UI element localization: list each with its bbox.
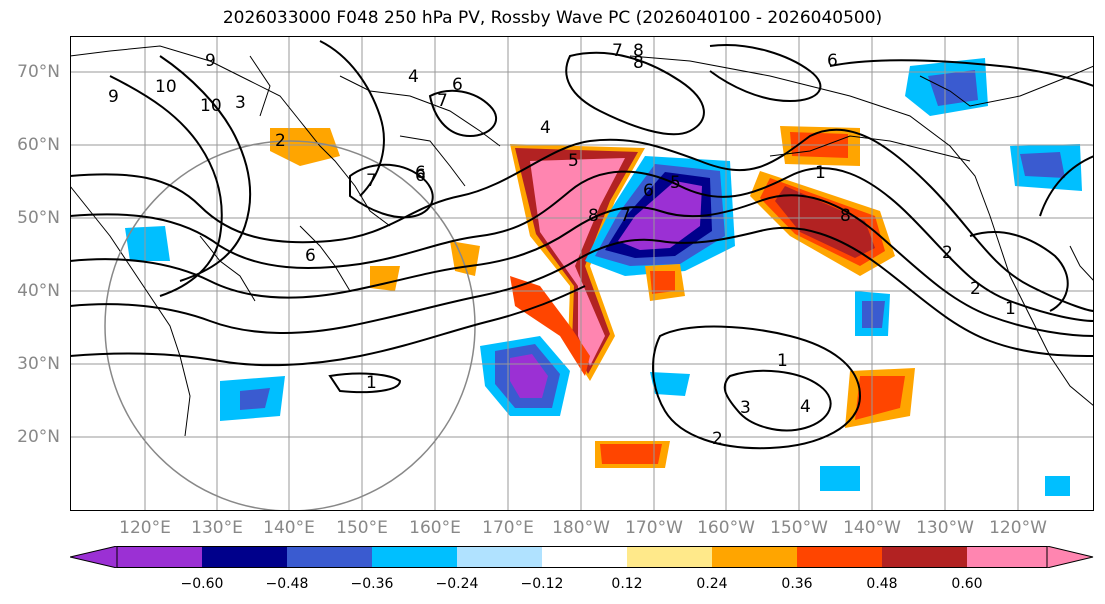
colorbar [70,546,1094,568]
contour-label: 1 [815,163,826,183]
lat-label-40n: 40°N [17,281,60,301]
lat-label-50n: 50°N [17,208,60,228]
contour-label: 2 [712,429,723,449]
colorbar-tick: 0.24 [696,576,728,592]
contour-label: 2 [942,243,953,263]
colorbar-segment [372,546,457,568]
contour-label: 1 [1005,299,1016,319]
graticule [70,36,1094,511]
colorbar-tick: −0.60 [180,576,224,592]
lon-label: 180°W [552,518,610,538]
colorbar-segment [627,546,712,568]
contour-label: 8 [633,41,644,61]
colorbar-segment [797,546,882,568]
colorbar-segment [542,546,627,568]
colorbar-tick: −0.48 [265,576,309,592]
contour-label: 2 [275,131,286,151]
contour-label: 6 [415,166,426,186]
lon-label: 140°E [263,518,315,538]
contour-label: 10 [155,77,177,97]
lon-label: 160°E [409,518,461,538]
contour-label: 7 [620,206,631,226]
colorbar-segment [967,546,1047,568]
contour-label: 9 [205,51,216,71]
contour-label: 2 [970,279,981,299]
colorbar-tick: 0.48 [866,576,898,592]
colorbar-segment [457,546,542,568]
contour-label: 6 [452,75,463,95]
contour-label: 10 [200,96,222,116]
contour-labels: 9 10 10 9 3 2 4 6 7 7 6 4 5 8 7 6 5 8 1 … [108,41,1016,449]
colorbar-tick: 0.12 [611,576,643,592]
lon-label: 130°E [191,518,243,538]
colorbar-extend-low [70,546,118,568]
colorbar-segment [117,546,202,568]
plot-title: 2026033000 F048 250 hPa PV, Rossby Wave … [222,8,883,28]
colorbar-tick: −0.12 [520,576,564,592]
lon-label: 160°W [697,518,755,538]
colorbar-tick: 0.36 [781,576,813,592]
contour-label: 6 [643,181,654,201]
lon-label: 150°W [770,518,828,538]
colorbar-segment [287,546,372,568]
colorbar-frame [116,546,1048,568]
contour-label: 4 [800,397,811,417]
contour-label: 6 [827,51,838,71]
contour-label: 4 [540,118,551,138]
anomaly-shading [125,58,1082,496]
contour-label: 5 [568,151,579,171]
lon-label: 170°E [482,518,534,538]
contour-label: 7 [612,41,623,61]
contour-label: 3 [235,93,246,113]
lon-label: 130°W [916,518,974,538]
colorbar-extend-high [1046,546,1094,568]
colorbar-segment [202,546,287,568]
contour-label: 5 [670,173,681,193]
contour-label: 8 [588,206,599,226]
lat-label-20n: 20°N [17,427,60,447]
lat-label-60n: 60°N [17,135,60,155]
contour-label: 3 [740,398,751,418]
contour-label: 1 [777,351,788,371]
colorbar-tick: −0.36 [350,576,394,592]
contour-label: 7 [437,91,448,111]
lon-label: 170°W [625,518,683,538]
contour-label: 8 [840,206,851,226]
lon-label: 120°E [119,518,171,538]
contour-label: 4 [408,67,419,87]
colorbar-tick: −0.24 [435,576,479,592]
lon-label: 120°W [989,518,1047,538]
pv-contours [70,40,1094,450]
colorbar-segment [712,546,797,568]
contour-label: 7 [366,171,377,191]
map-frame [70,36,1094,511]
colorbar-segment [882,546,967,568]
lon-label: 150°E [336,518,388,538]
contour-label: 9 [108,87,119,107]
contour-label: 1 [366,373,377,393]
map-panel: 9 10 10 9 3 2 4 6 7 7 6 4 5 8 7 6 5 8 1 … [70,36,1094,511]
contour-label: 8 [633,53,644,73]
contour-label: 6 [415,163,426,183]
lon-label: 140°W [843,518,901,538]
lat-label-30n: 30°N [17,354,60,374]
colorbar-tick: 0.60 [951,576,983,592]
lat-label-70n: 70°N [17,62,60,82]
contour-label: 6 [305,246,316,266]
